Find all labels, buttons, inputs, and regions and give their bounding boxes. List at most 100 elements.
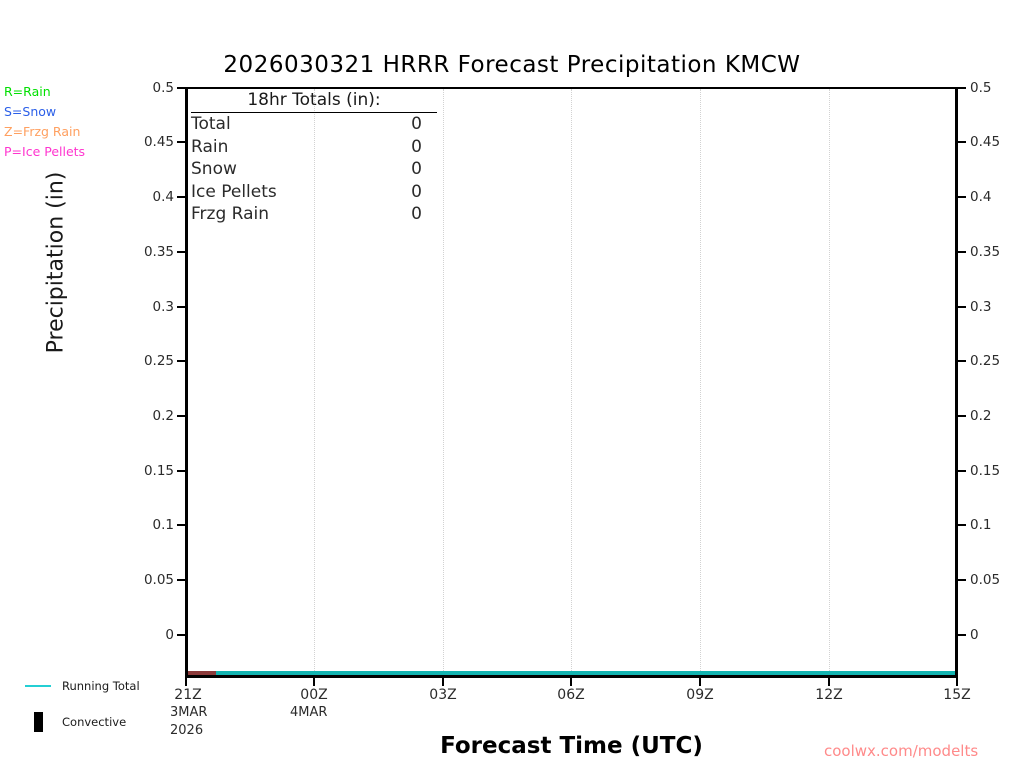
x-axis-tick	[313, 678, 315, 686]
y-axis-label-right: 0.4	[970, 189, 992, 205]
y-axis-label-right: 0	[970, 627, 979, 643]
y-axis-label-right: 0.1	[970, 517, 992, 533]
totals-heading: 18hr Totals (in):	[191, 90, 437, 113]
y-axis-tick-right	[958, 415, 966, 417]
y-axis-label-left: 0.25	[143, 353, 174, 369]
y-axis-tick-left	[177, 196, 185, 198]
totals-row-ice-pellets: Ice Pellets 0	[191, 181, 437, 204]
x-axis-label: 00Z	[300, 687, 328, 703]
y-axis-tick-left	[177, 360, 185, 362]
box-swatch-icon	[14, 712, 62, 732]
y-axis-tick-right	[958, 87, 966, 89]
gridline-vertical	[829, 89, 831, 675]
page-title: 2026030321 HRRR Forecast Precipitation K…	[223, 52, 801, 78]
series-legend-label: Convective	[62, 715, 127, 729]
y-axis-label-left: 0.15	[143, 463, 174, 479]
totals-box: 18hr Totals (in): Total 0 Rain 0 Snow 0 …	[191, 90, 437, 226]
y-axis-tick-right	[958, 634, 966, 636]
y-axis-tick-left	[177, 87, 185, 89]
y-axis-label-right: 0.25	[970, 353, 1001, 369]
y-axis-tick-right	[958, 579, 966, 581]
totals-value: 0	[411, 204, 422, 225]
x-axis-tick	[699, 678, 701, 686]
x-axis-tick	[185, 678, 187, 686]
plot-inner	[188, 89, 955, 675]
totals-label: Ice Pellets	[191, 181, 277, 202]
series-running-total-start-segment	[188, 671, 218, 675]
precip-type-legend-item-rain: R=Rain	[4, 84, 51, 99]
totals-label: Snow	[191, 159, 237, 180]
y-axis-label-right: 0.3	[970, 299, 992, 315]
x-axis-label: 12Z	[815, 687, 843, 703]
totals-label: Frzg Rain	[191, 204, 270, 225]
series-legend-item-convective: Convective	[14, 704, 140, 740]
x-axis-title: Forecast Time (UTC)	[440, 733, 703, 759]
series-running-total-line	[216, 671, 955, 675]
totals-value: 0	[411, 136, 422, 157]
y-axis-tick-left	[177, 634, 185, 636]
gridline-vertical	[571, 89, 573, 675]
y-axis-label-left: 0.1	[152, 517, 174, 533]
x-axis-label: 15Z	[943, 687, 971, 703]
x-axis-tick	[828, 678, 830, 686]
y-axis-label-left: 0.3	[152, 299, 174, 315]
y-axis-tick-left	[177, 470, 185, 472]
y-axis-tick-right	[958, 470, 966, 472]
y-axis-tick-right	[958, 251, 966, 253]
totals-value: 0	[411, 114, 422, 134]
x-axis-label: 09Z	[686, 687, 714, 703]
y-axis-label-left: 0.45	[143, 134, 174, 150]
y-axis-tick-right	[958, 360, 966, 362]
series-legend-item-running-total: Running Total	[14, 668, 140, 704]
x-axis-date-label: 4MAR	[290, 705, 328, 720]
x-axis-date-label: 3MAR	[170, 705, 208, 720]
y-axis-label-left: 0	[165, 627, 174, 643]
y-axis-tick-right	[958, 141, 966, 143]
y-axis-label-left: 0.2	[152, 408, 174, 424]
y-axis-label-right: 0.45	[970, 134, 1001, 150]
y-axis-label-right: 0.5	[970, 80, 992, 96]
x-axis-tick	[956, 678, 958, 686]
totals-label: Rain	[191, 136, 229, 157]
y-axis-label-left: 0.35	[143, 244, 174, 260]
precip-type-legend-item-snow: S=Snow	[4, 104, 57, 119]
y-axis-label-left: 0.4	[152, 189, 174, 205]
y-axis-tick-left	[177, 415, 185, 417]
watermark: coolwx.com/modelts	[824, 742, 979, 760]
x-axis-year-label: 2026	[170, 723, 204, 738]
plot-area	[185, 87, 958, 678]
y-axis-tick-left	[177, 579, 185, 581]
x-axis-label: 21Z	[174, 687, 202, 703]
totals-label: Total	[191, 114, 231, 134]
totals-value: 0	[411, 159, 422, 180]
line-swatch-icon	[14, 685, 62, 687]
x-axis-tick	[570, 678, 572, 686]
y-axis-tick-left	[177, 524, 185, 526]
totals-row-frzg-rain: Frzg Rain 0	[191, 203, 437, 226]
totals-row-total: Total 0	[191, 113, 437, 136]
x-axis-label: 06Z	[557, 687, 585, 703]
y-axis-tick-left	[177, 141, 185, 143]
totals-row-snow: Snow 0	[191, 158, 437, 181]
y-axis-label-left: 0.05	[143, 572, 174, 588]
y-axis-label-left: 0.5	[152, 80, 174, 96]
y-axis-label-right: 0.15	[970, 463, 1001, 479]
y-axis-title: Precipitation (in)	[43, 171, 69, 354]
y-axis-label-right: 0.05	[970, 572, 1001, 588]
series-legend-label: Running Total	[62, 679, 140, 693]
gridline-vertical	[700, 89, 702, 675]
y-axis-tick-left	[177, 251, 185, 253]
precip-type-legend: R=Rain S=Snow Z=Frzg Rain P=Ice Pellets	[4, 82, 85, 162]
y-axis-tick-left	[177, 306, 185, 308]
y-axis-tick-right	[958, 524, 966, 526]
y-axis-tick-right	[958, 306, 966, 308]
precip-type-legend-item-frzg-rain: Z=Frzg Rain	[4, 124, 81, 139]
precip-type-legend-item-ice-pellets: P=Ice Pellets	[4, 144, 86, 159]
totals-value: 0	[411, 181, 422, 202]
y-axis-tick-right	[958, 196, 966, 198]
y-axis-label-right: 0.2	[970, 408, 992, 424]
series-legend: Running Total Convective	[14, 668, 140, 740]
y-axis-label-right: 0.35	[970, 244, 1001, 260]
x-axis-tick	[442, 678, 444, 686]
totals-row-rain: Rain 0	[191, 136, 437, 159]
